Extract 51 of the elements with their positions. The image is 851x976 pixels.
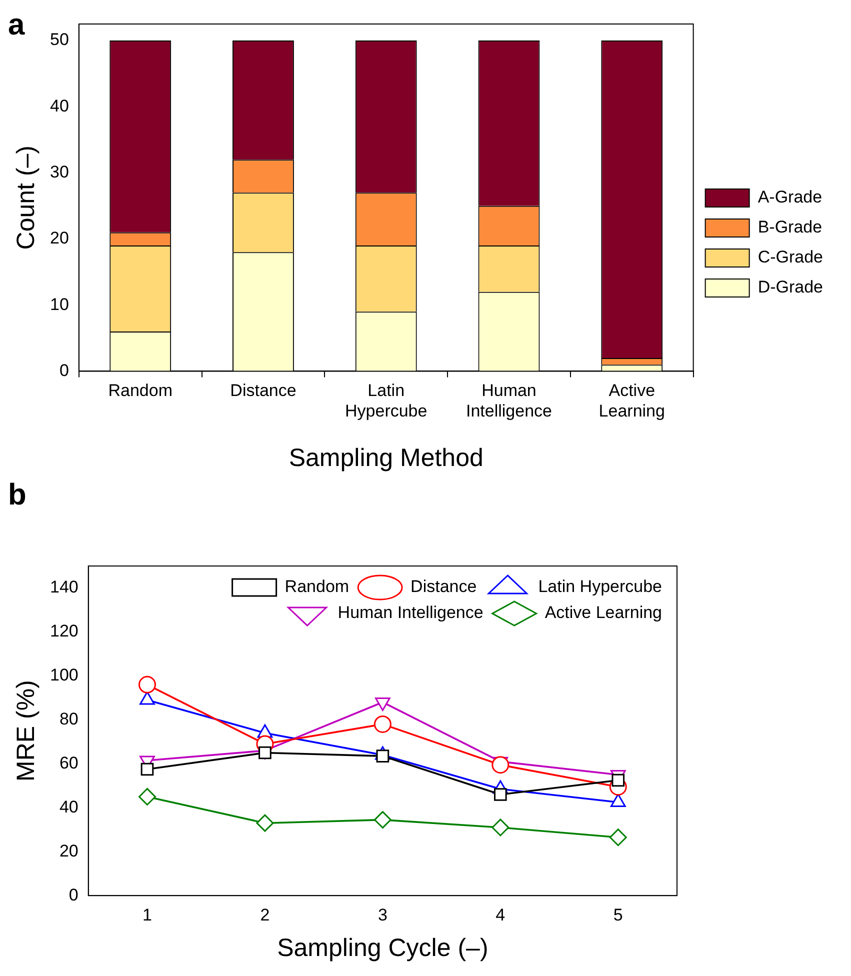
y-tick-label: 120 [50,622,78,641]
point [376,750,390,762]
x-tick-label: 5 [613,905,623,924]
y-tick-label: 40 [50,96,69,116]
y-tick-label: 40 [59,797,78,816]
y-axis-title: Count (–) [12,145,40,250]
y-axis-title: MRE (%) [12,680,40,782]
y-tick-label: 0 [59,360,69,380]
point [612,774,625,787]
y-tick-label: 80 [59,710,78,728]
x-tick-label: 1 [142,905,152,924]
y-tick-label: 50 [50,30,69,50]
chart-title: b [8,478,26,512]
point [374,715,392,733]
x-tick-label: Latin Hypercube [345,381,428,420]
x-tick-label: Random [108,381,172,400]
legend-label: C-Grade [758,248,823,267]
x-tick-label: Distance [230,381,296,400]
y-tick-label: 30 [50,162,69,182]
point [256,814,274,832]
y-tick-label: 100 [50,666,78,685]
x-tick-label: 4 [496,905,506,924]
legend-label: A-Grade [758,188,822,207]
legend-label: D-Grade [758,278,823,297]
y-tick-label: 0 [68,885,78,904]
y-tick-label: 140 [50,578,78,597]
y-tick-label: 10 [50,294,69,314]
point [374,811,392,829]
legend-label: Active Learning [544,603,662,622]
point [138,676,156,694]
y-tick-label: 20 [59,841,78,860]
legend-label: B-Grade [758,218,822,237]
y-tick-label: 60 [59,753,78,772]
y-tick-label: 20 [50,228,69,248]
legend-label: Random [284,577,350,596]
point [609,828,627,846]
legend-label: Distance [410,577,477,596]
point [492,756,510,774]
point [492,818,510,836]
legend-label: Human Intelligence [338,603,484,622]
x-axis-title: Sampling Cycle (–) [277,934,488,962]
x-tick-label: 3 [378,905,388,924]
x-axis-title: Sampling Method [288,444,484,472]
x-tick-label: 2 [260,905,270,924]
point [494,788,507,801]
point [140,762,154,776]
x-tick-label: Human Intelligence [466,381,552,420]
chart-title: a [8,8,25,42]
x-tick-label: Active Learning [598,381,665,420]
point [138,788,156,806]
legend-label: Latin Hypercube [538,577,662,596]
